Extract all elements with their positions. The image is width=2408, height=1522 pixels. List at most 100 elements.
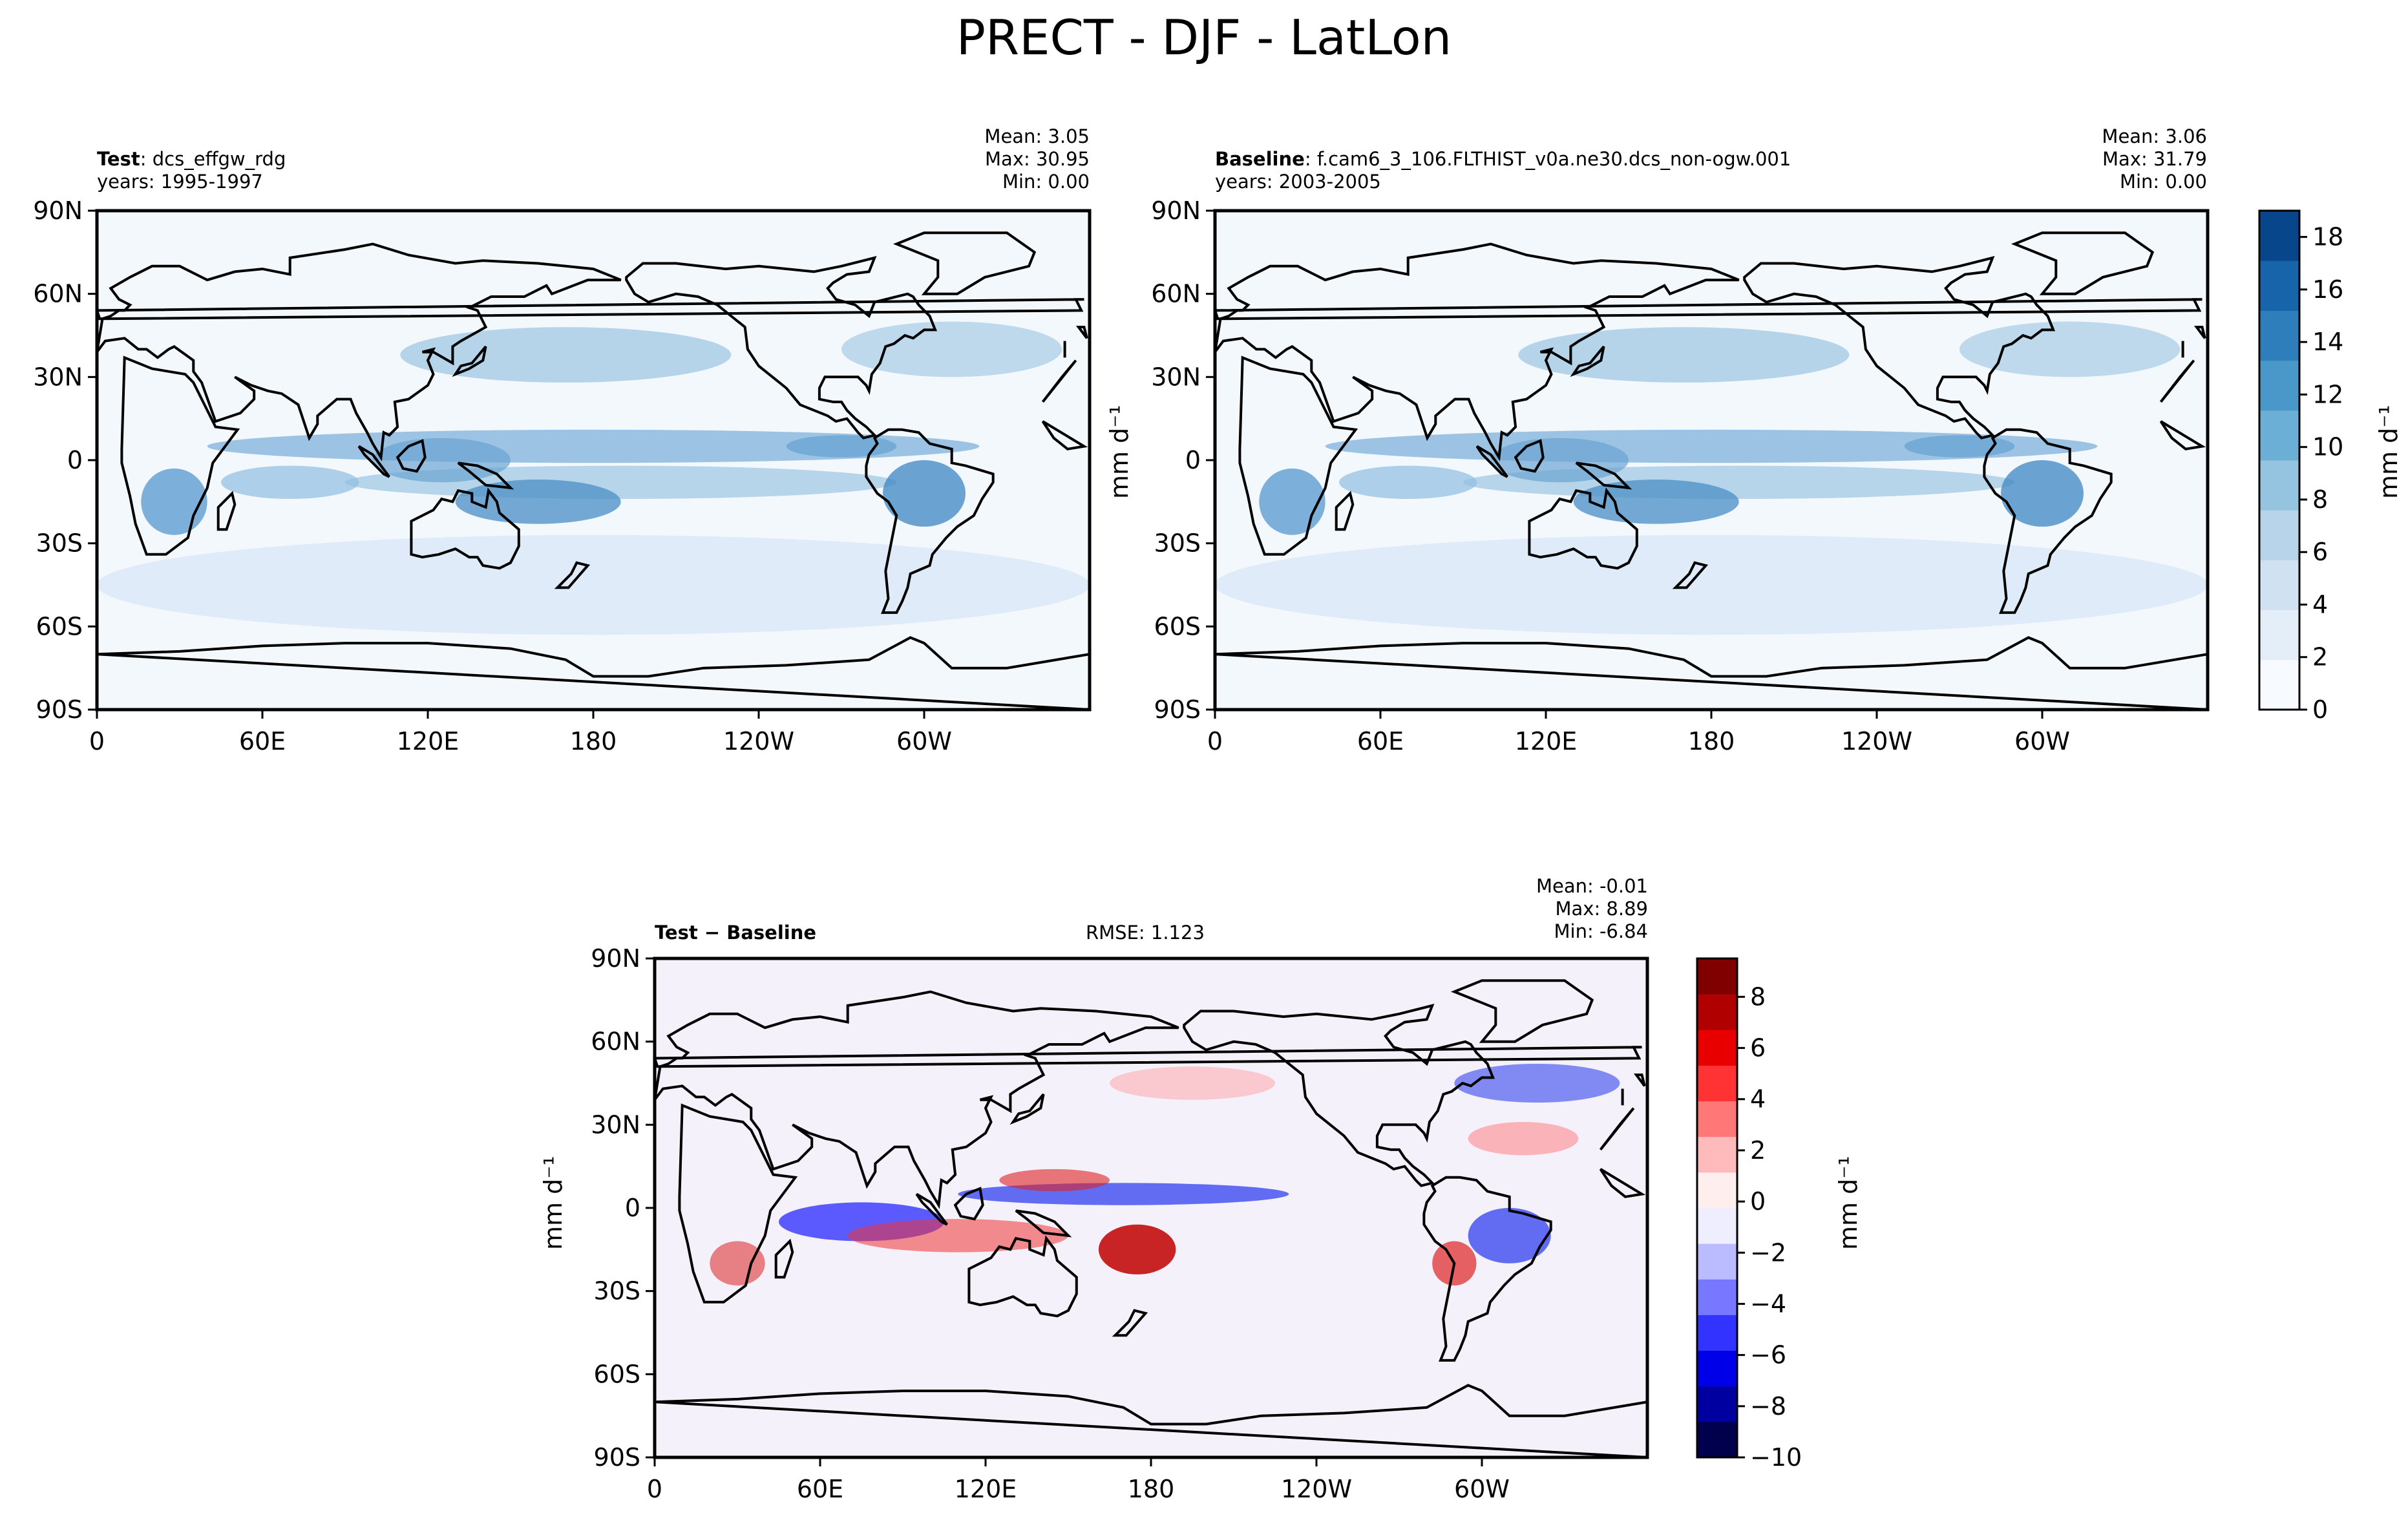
colorbar-segment	[1697, 1030, 1737, 1066]
southern-africa-maximum	[1259, 468, 1325, 535]
colorbar-segment	[2259, 310, 2299, 361]
colorbar-tick-label: 6	[2312, 538, 2328, 566]
y-tick-label: 30N	[1151, 363, 1201, 391]
diff-label: Test − Baseline	[655, 922, 817, 944]
coastline-madagascar	[217, 491, 237, 531]
southern-africa-maximum	[141, 468, 207, 535]
colorbar-segment	[1697, 958, 1737, 995]
positive-anomaly-north-pacific	[1110, 1066, 1275, 1100]
coastline-africa	[678, 1103, 798, 1304]
y-tick-label: 60S	[1154, 612, 1201, 640]
coastline-samerica	[1422, 1176, 1552, 1362]
baseline-years: years: 2003-2005	[1215, 171, 1381, 193]
coastline-namerica	[625, 256, 938, 439]
coastline-antarctica	[1214, 636, 2209, 712]
x-tick-label: 60W	[1454, 1475, 1510, 1503]
positive-anomaly-west-pacific	[1098, 1224, 1176, 1274]
x-tick-label: 120E	[1515, 727, 1578, 756]
baseline-panel-title: Baseline: f.cam6_3_106.FLTHIST_v0a.ne30.…	[1215, 148, 1791, 170]
negative-anomaly-equatorial-pacific	[958, 1183, 1289, 1205]
coastline-nz	[554, 561, 591, 589]
colorbar-tick-label: 4	[1750, 1085, 1766, 1114]
colorbar-segment	[2259, 659, 2299, 710]
y-tick-label: 60S	[36, 612, 83, 640]
y-tick-label: 30S	[594, 1277, 640, 1305]
negative-anomaly-brazil	[1468, 1208, 1551, 1263]
colorbar-segment	[1697, 1279, 1737, 1315]
colorbar-tick-label: 2	[1750, 1136, 1766, 1165]
coastline-borneo	[1514, 439, 1545, 473]
positive-anomaly-philippines	[999, 1168, 1110, 1192]
colorbar-tick-label: 16	[2312, 275, 2343, 304]
y-tick-label: 30N	[33, 363, 83, 391]
y-tick-label: 60N	[33, 280, 83, 308]
indian-ocean-band	[1339, 465, 1477, 500]
test-case-name: dcs_effgw_rdg	[152, 148, 286, 170]
x-tick-label: 0	[89, 727, 105, 756]
colorbar-segment	[2259, 211, 2299, 261]
colorbar-segment	[2259, 609, 2299, 661]
coastline-nz	[1672, 561, 1709, 589]
coastline-africa	[2159, 420, 2206, 450]
diff-max: Max: 8.89	[1555, 898, 1648, 920]
test-label: Test	[97, 148, 140, 170]
diff-stats: Mean: -0.01 Max: 8.89 Min: -6.84	[1536, 875, 1648, 943]
colorbar-segment	[2259, 360, 2299, 411]
coastline-greenland	[892, 231, 1037, 295]
diff-min: Min: -6.84	[1554, 920, 1648, 942]
coastline-greenland	[2011, 231, 2155, 295]
coastline-samerica	[865, 428, 995, 614]
east-pacific-itcz	[786, 435, 897, 458]
southern-storm-track	[97, 534, 1090, 635]
y-tick-label: 60N	[1151, 280, 1201, 308]
colorbar-tick-label: 4	[2312, 590, 2328, 618]
colorbar-tick-label: 18	[2312, 223, 2343, 251]
colorbar-segment	[1697, 1065, 1737, 1102]
colorbar-tick-label: −10	[1750, 1443, 1802, 1472]
test-panel-title: Test: dcs_effgw_rdg	[97, 148, 286, 170]
colorbar-segment	[1697, 1136, 1737, 1173]
colorbar-segment	[1697, 1243, 1737, 1280]
colorbar-tick-label: 2	[2312, 643, 2328, 671]
x-tick-label: 60E	[239, 727, 286, 756]
north-pacific-storm-track	[1518, 327, 1850, 383]
colorbar-segment	[2259, 510, 2299, 560]
diff-mean: Mean: -0.01	[1536, 875, 1648, 897]
coastline-eurasia	[1075, 326, 1088, 339]
coastline-namerica	[1183, 1004, 1495, 1187]
x-tick-label: 180	[570, 727, 617, 756]
west-pacific-maximum	[455, 480, 621, 524]
coastline-newguinea	[457, 461, 514, 490]
coastline-japan	[452, 345, 487, 377]
colorbar-tick-label: −2	[1750, 1238, 1786, 1267]
precip-colorbar: 0 2 4 6 8 10 12 14 16 18	[2258, 209, 2343, 724]
east-pacific-itcz	[1904, 435, 2015, 458]
diff-rmse: RMSE: 1.123	[1086, 922, 1205, 944]
colorbar-tick-label: 0	[2312, 695, 2328, 724]
amazon-maximum	[883, 460, 966, 527]
coastline-eurasia	[2193, 326, 2206, 339]
diff-panel-title: Test − Baseline	[655, 922, 816, 944]
coastline-antarctica	[96, 636, 1091, 712]
baseline-map: 0 60E 120E 180 120W 60W 90N 60N 30N 0 30S 60S 90S	[1151, 196, 2210, 756]
southern-storm-track	[1215, 534, 2208, 635]
y-tick-label: 90N	[1151, 196, 1201, 225]
y-tick-label: 0	[1185, 446, 1201, 474]
maritime-continent-maximum	[1490, 438, 1629, 483]
colorbar-frame	[1696, 957, 1738, 1459]
baseline-label: Baseline	[1215, 148, 1305, 170]
x-tick-label: 0	[647, 1475, 662, 1503]
colorbar-segment	[1697, 1315, 1737, 1351]
west-pacific-maximum	[1573, 480, 1739, 524]
y-tick-label: 90S	[594, 1443, 640, 1472]
colorbar-segment	[1697, 1101, 1737, 1137]
coastline-australia	[967, 1235, 1078, 1318]
colorbar-segment	[1697, 1208, 1737, 1244]
x-tick-label: 60W	[2014, 727, 2070, 756]
y-tick-label: 0	[67, 446, 83, 474]
colorbar-tick-label: −6	[1750, 1341, 1786, 1369]
colorbar-tick-label: 14	[2312, 328, 2343, 356]
coastline-newguinea	[1575, 461, 1632, 490]
coastline-greenland	[1450, 979, 1594, 1043]
y-tick-label: 90N	[591, 944, 640, 973]
